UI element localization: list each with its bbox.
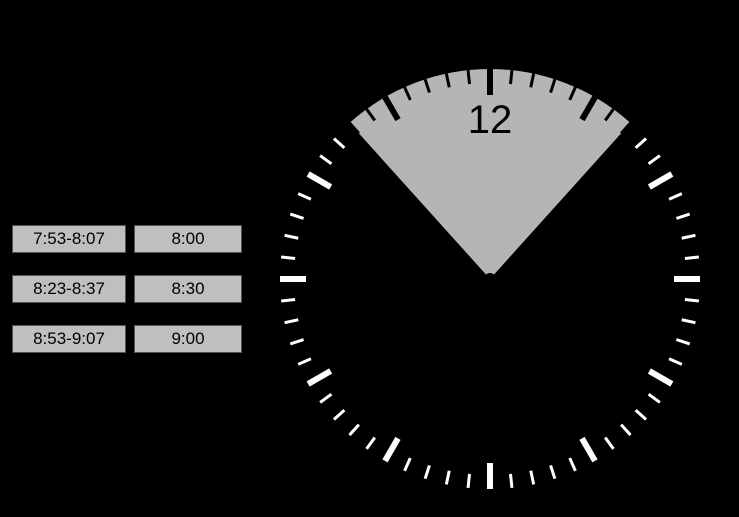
table-row: 7:53-8:07 8:00 xyxy=(12,225,260,253)
time-cell: 8:30 xyxy=(134,275,242,303)
svg-text:12: 12 xyxy=(467,98,512,142)
range-cell: 8:23-8:37 xyxy=(12,275,126,303)
time-table: 7:53-8:07 8:00 8:23-8:37 8:30 8:53-9:07 … xyxy=(0,225,260,353)
range-cell: 8:53-9:07 xyxy=(12,325,126,353)
table-row: 8:23-8:37 8:30 xyxy=(12,275,260,303)
range-cell: 7:53-8:07 xyxy=(12,225,126,253)
table-row: 8:53-9:07 9:00 xyxy=(12,325,260,353)
clock-svg: 12 xyxy=(260,29,720,489)
clock-face: 12 xyxy=(260,29,739,489)
time-cell: 9:00 xyxy=(134,325,242,353)
time-cell: 8:00 xyxy=(134,225,242,253)
